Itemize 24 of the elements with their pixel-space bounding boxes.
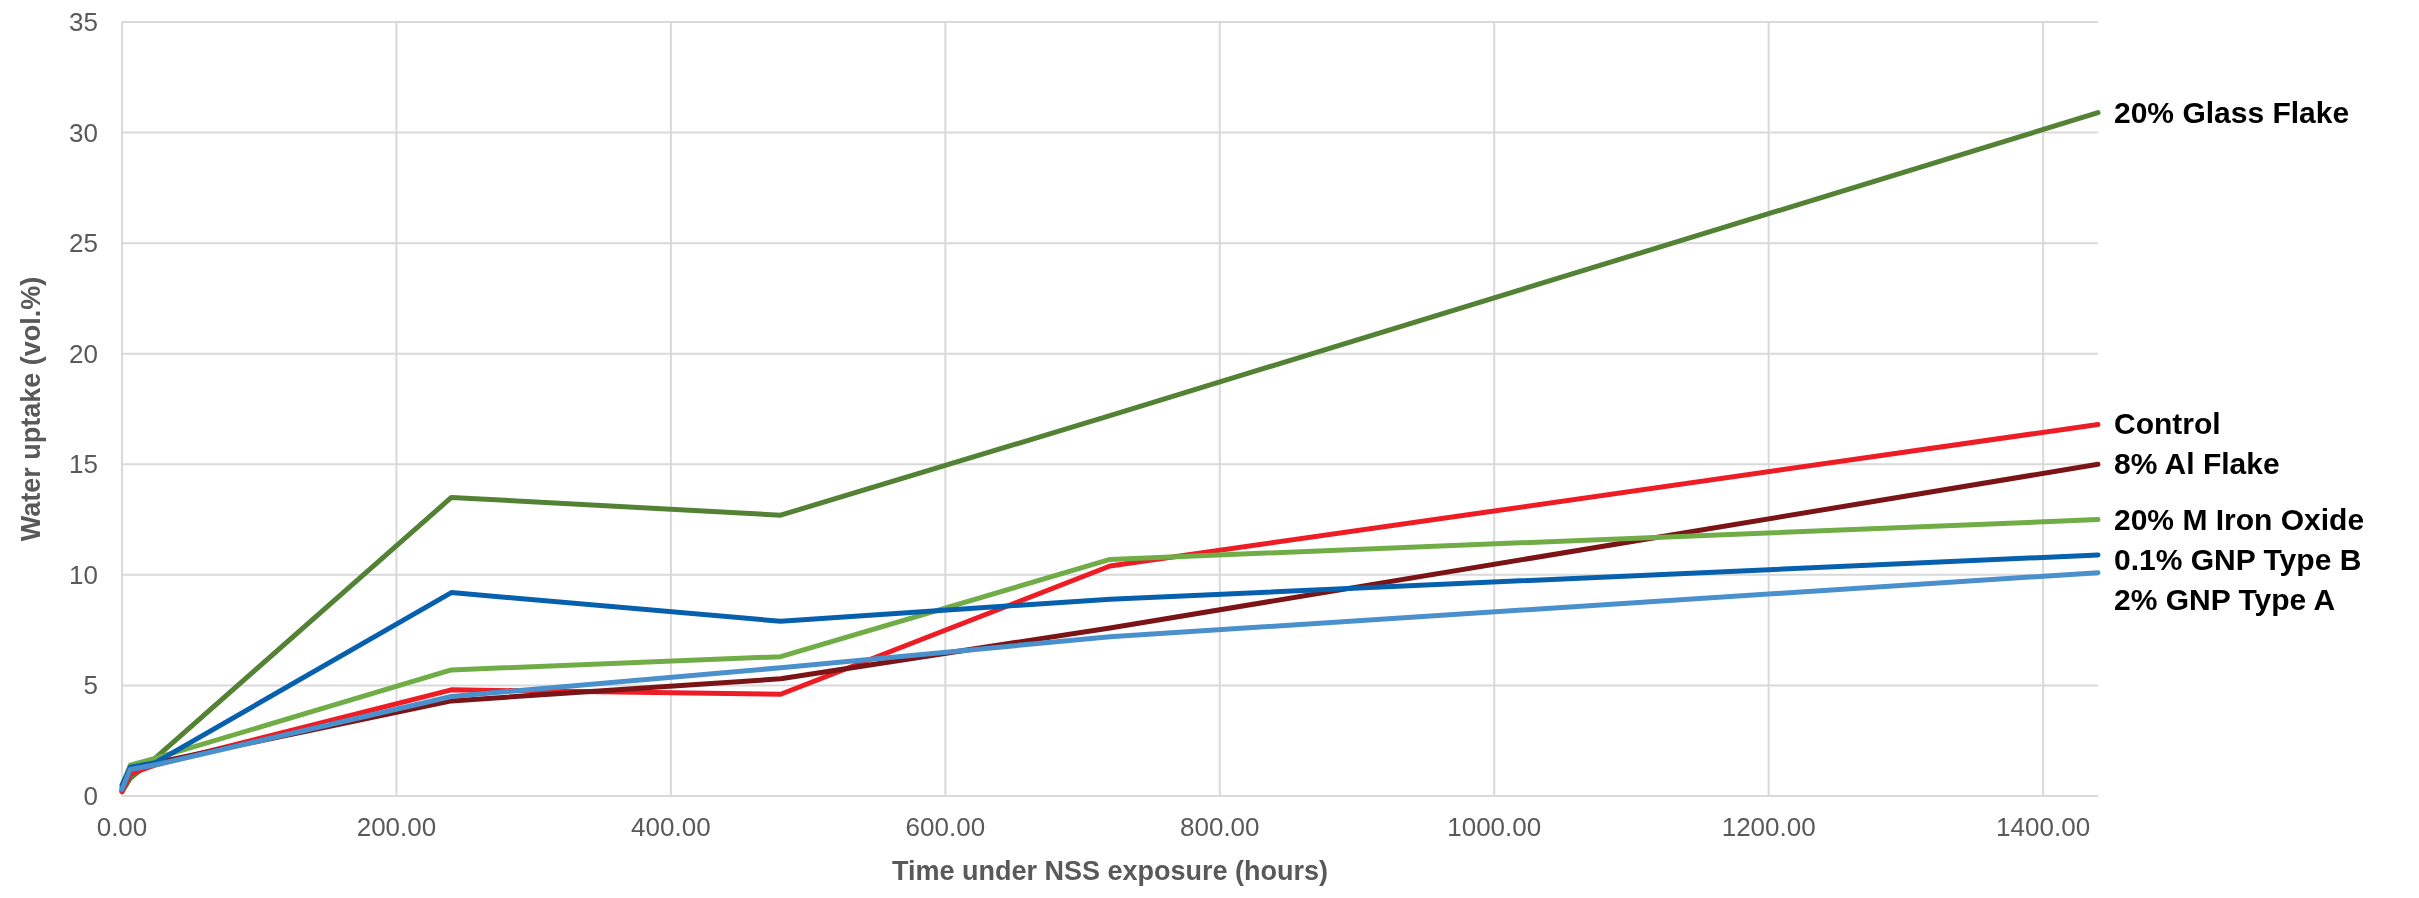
y-tick-label: 25 [69,228,98,259]
y-tick-label: 30 [69,117,98,148]
x-tick-label: 1000.00 [1447,812,1542,842]
series-label: 2% GNP Type A [2114,582,2336,616]
y-tick-label: 10 [69,559,98,590]
x-tick-label: 400.00 [631,812,711,842]
series-label: 20% Glass Flake [2114,95,2350,129]
y-tick-label: 35 [69,7,98,37]
series-label: 8% Al Flake [2114,447,2280,481]
y-tick-label: 0 [83,781,98,811]
y-tick-label: 20 [69,338,98,369]
series-label: 20% M Iron Oxide [2114,502,2365,536]
x-tick-label: 1400.00 [1996,812,2091,842]
x-tick-label: 1200.00 [1721,812,1816,842]
y-tick-label: 15 [69,449,98,480]
x-tick-label: 200.00 [356,812,437,842]
x-tick-label: 800.00 [1180,812,1260,842]
y-tick-label: 5 [83,670,98,701]
x-axis-title: Time under NSS exposure (hours) [891,856,1329,886]
x-tick-label: 0.00 [96,812,148,842]
y-axis-title: Water uptake (vol.%) [16,276,46,542]
series-label: Control [2114,407,2221,441]
x-tick-label: 600.00 [905,812,986,842]
series-label: 0.1% GNP Type B [2114,542,2362,576]
